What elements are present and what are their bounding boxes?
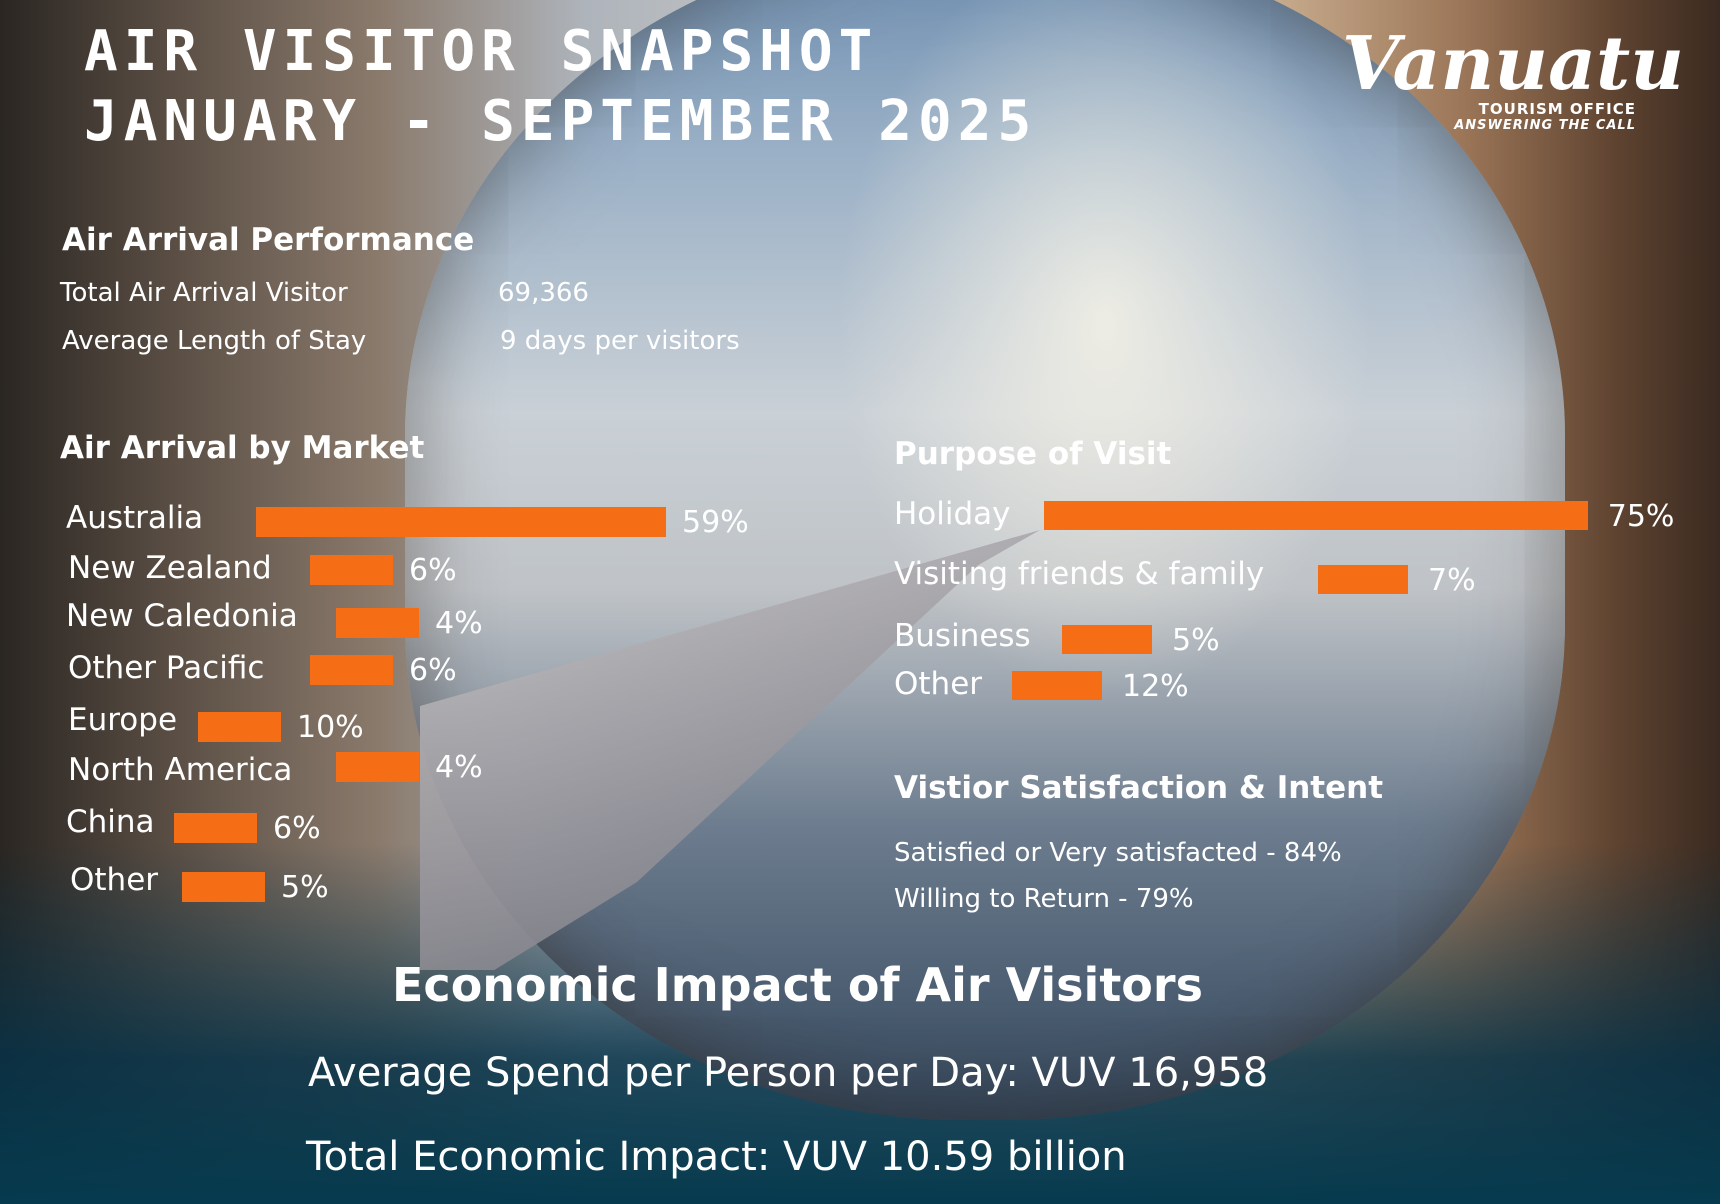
logo-line2: ANSWERING THE CALL <box>1454 118 1636 133</box>
purpose-value-label: 75% <box>1607 499 1675 534</box>
market-bar <box>336 608 419 638</box>
page-title-line2: JANUARY - SEPTEMBER 2025 <box>84 89 1038 154</box>
market-category-label: Europe <box>68 702 178 738</box>
market-category-label: Australia <box>66 500 204 536</box>
purpose-value-label: 5% <box>1172 623 1220 658</box>
market-category-label: China <box>66 804 155 840</box>
market-category-label: Other Pacific <box>68 650 265 686</box>
economic-heading: Economic Impact of Air Visitors <box>392 958 1203 1012</box>
stat-value-total-arrivals: 69,366 <box>498 278 589 308</box>
market-category-label: North America <box>68 752 293 788</box>
market-bar <box>174 813 257 843</box>
average-spend-line: Average Spend per Person per Day: VUV 16… <box>308 1050 1269 1096</box>
market-category-label: New Zealand <box>68 550 272 586</box>
stat-label-length-of-stay: Average Length of Stay <box>62 326 367 356</box>
logo-line1: TOURISM OFFICE <box>1478 100 1636 118</box>
market-value-label: 59% <box>682 505 749 540</box>
market-category-label: New Caledonia <box>66 598 298 634</box>
purpose-category-label: Visiting friends & family <box>894 556 1265 592</box>
purpose-bar <box>1318 565 1408 594</box>
market-bar <box>182 872 265 902</box>
market-value-label: 6% <box>409 653 457 688</box>
market-category-label: Other <box>70 862 159 898</box>
logo-name: Vanuatu <box>1341 21 1684 107</box>
market-value-label: 6% <box>409 553 457 588</box>
market-value-label: 6% <box>273 811 321 846</box>
market-value-label: 5% <box>281 870 329 905</box>
market-bar <box>310 655 393 685</box>
market-value-label: 4% <box>435 750 483 785</box>
return-intent-line: Willing to Return - 79% <box>894 884 1194 914</box>
logo: Vanuatu TOURISM OFFICE ANSWERING THE CAL… <box>1342 24 1684 133</box>
total-impact-line: Total Economic Impact: VUV 10.59 billion <box>306 1134 1127 1180</box>
performance-heading: Air Arrival Performance <box>62 222 475 258</box>
purpose-bar <box>1044 501 1588 530</box>
market-value-label: 4% <box>435 606 483 641</box>
stat-label-total-arrivals: Total Air Arrival Visitor <box>60 278 348 308</box>
purpose-bar <box>1012 671 1102 700</box>
market-value-label: 10% <box>297 710 364 745</box>
market-bar <box>198 712 281 742</box>
purpose-category-label: Holiday <box>894 496 1011 532</box>
market-bar <box>256 507 667 537</box>
market-bar <box>310 555 393 585</box>
market-chart-title: Air Arrival by Market <box>60 430 425 466</box>
market-bar <box>336 752 419 782</box>
purpose-category-label: Business <box>894 618 1031 654</box>
purpose-chart-title: Purpose of Visit <box>894 436 1172 472</box>
purpose-value-label: 12% <box>1122 669 1189 704</box>
satisfaction-line: Satisfied or Very satisfacted - 84% <box>894 838 1342 868</box>
purpose-value-label: 7% <box>1428 563 1476 598</box>
purpose-category-label: Other <box>894 666 983 702</box>
purpose-bar <box>1062 625 1152 654</box>
page-title-line1: AIR VISITOR SNAPSHOT <box>84 19 879 84</box>
satisfaction-heading: Vistior Satisfaction & Intent <box>894 770 1384 806</box>
stat-value-length-of-stay: 9 days per visitors <box>500 326 740 356</box>
